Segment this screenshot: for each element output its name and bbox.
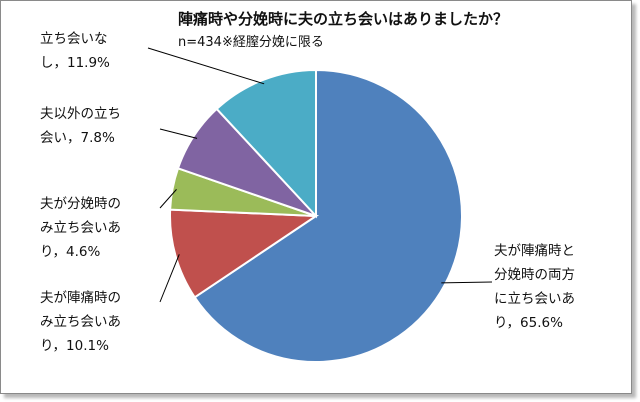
slice-label-line: 夫が分娩時の — [40, 196, 121, 212]
slice-label-line: 会い，7.8% — [40, 130, 115, 146]
slice-both-labor-and-delivery — [193, 68, 463, 363]
leader-non-husband — [159, 128, 198, 139]
leader-delivery-only — [159, 189, 177, 209]
label-non-husband: 夫以外の立ち 会い，7.8% — [40, 102, 121, 150]
leader-no-attendance — [147, 47, 265, 85]
slice-label-line: 夫以外の立ち — [40, 106, 121, 122]
slice-label-line: 夫が陣痛時の — [40, 290, 121, 306]
slice-label-line: り，10.1% — [40, 338, 109, 354]
chart-subtitle: n=434※経膣分娩に限る — [178, 35, 324, 50]
slice-label-line: り，4.6% — [40, 244, 101, 260]
slice-no-attendance — [215, 68, 317, 219]
slice-label-line: 夫が陣痛時と — [494, 243, 575, 259]
slice-label-line: に立ち会いあ — [494, 291, 575, 307]
label-delivery-only: 夫が分娩時の み立ち会いあ り，4.6% — [40, 192, 121, 264]
slice-label-line: り，65.6% — [494, 315, 563, 331]
slice-label-line: 立ち会いな — [40, 31, 108, 47]
slice-label-line: 分娩時の両方 — [494, 267, 575, 283]
leader-labor-only — [159, 254, 180, 303]
label-labor-only: 夫が陣痛時の み立ち会いあ り，10.1% — [40, 286, 121, 358]
slice-label-line: し，11.9% — [40, 55, 110, 71]
slice-labor-only — [169, 208, 320, 299]
chart-title: 陣痛時や分娩時に夫の立ち会いはありましたか？ — [178, 10, 509, 28]
slice-label-line: み立ち会いあ — [40, 220, 121, 236]
label-both-labor-and-delivery: 夫が陣痛時と 分娩時の両方 に立ち会いあ り，65.6% — [494, 239, 575, 335]
label-no-attendance: 立ち会いなし，11.9% — [40, 27, 110, 75]
slice-label-line: み立ち会いあ — [40, 314, 121, 330]
leader-both-labor-and-delivery — [441, 281, 493, 284]
